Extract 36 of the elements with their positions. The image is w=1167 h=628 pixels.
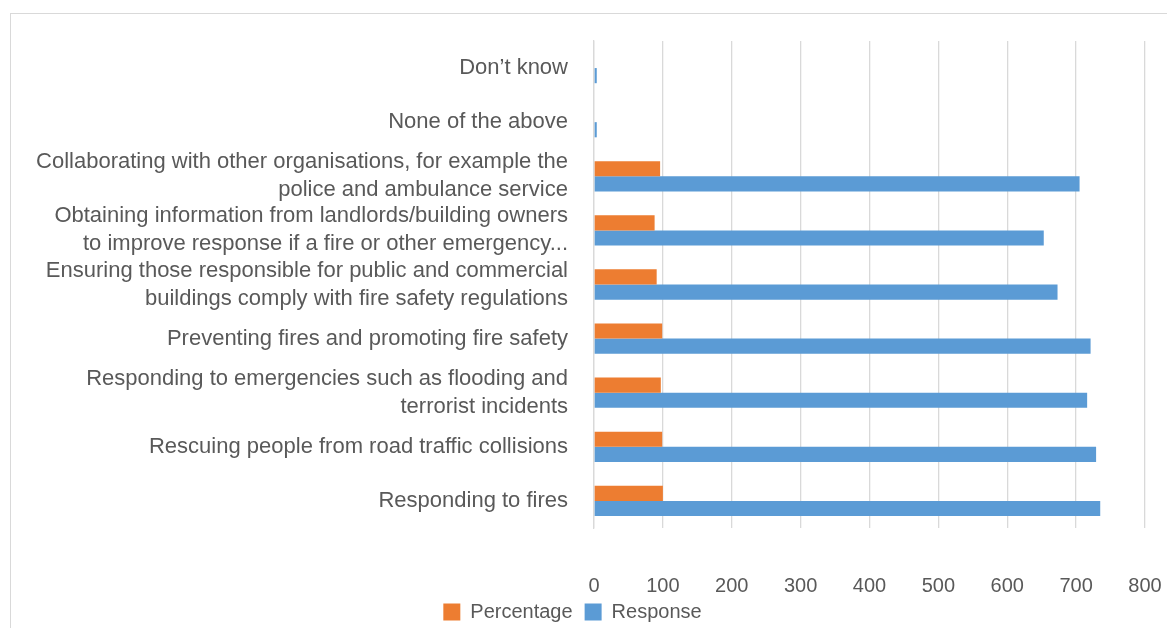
bar: [594, 269, 657, 285]
legend-label: Response: [611, 599, 702, 622]
bar: [594, 392, 1088, 408]
y-tick-label: Responding to emergencies such as flooding and terrorist incidents: [86, 364, 568, 418]
y-tick-label: Preventing fires and promoting fire safety: [166, 324, 568, 350]
y-tick-label: Responding to fires: [378, 487, 568, 513]
bar: [594, 338, 1091, 354]
x-tick-label: 600: [990, 573, 1024, 596]
bar: [594, 431, 663, 447]
x-tick-label: 700: [1059, 573, 1093, 596]
y-tick-label: Ensuring those responsible for public and commercial buildings comply with fire safety regulations: [45, 256, 568, 310]
bar: [594, 122, 597, 138]
x-tick-label: 200: [715, 573, 749, 596]
x-tick-label: 800: [1128, 573, 1162, 596]
legend-label: Percentage: [470, 599, 573, 622]
bar: [594, 323, 663, 339]
x-tick-label: 400: [852, 573, 887, 596]
x-tick-label: 300: [783, 573, 818, 596]
y-tick-label: Don’t know: [459, 54, 569, 80]
y-tick-label: Rescuing people from road traffic collisions: [148, 432, 568, 458]
x-tick-label: 0: [588, 573, 600, 596]
y-tick-label: Collaborating with other organisations, for example the police and ambulance service: [36, 148, 568, 202]
bar: [594, 485, 663, 501]
bar: [594, 284, 1058, 300]
bar: [594, 215, 655, 231]
bar: [594, 176, 1080, 192]
bar: [594, 500, 1101, 517]
bar: [594, 230, 1044, 246]
bar: [594, 68, 597, 84]
bar: [594, 161, 661, 177]
x-tick-label: 100: [646, 573, 680, 596]
bar: [594, 377, 661, 393]
bar: [594, 446, 1097, 462]
y-tick-label: Obtaining information from landlords/building owners to improve response if a fire or other emergency...: [54, 202, 568, 256]
x-tick-label: 500: [921, 573, 956, 596]
y-tick-label: None of the above: [388, 108, 568, 134]
